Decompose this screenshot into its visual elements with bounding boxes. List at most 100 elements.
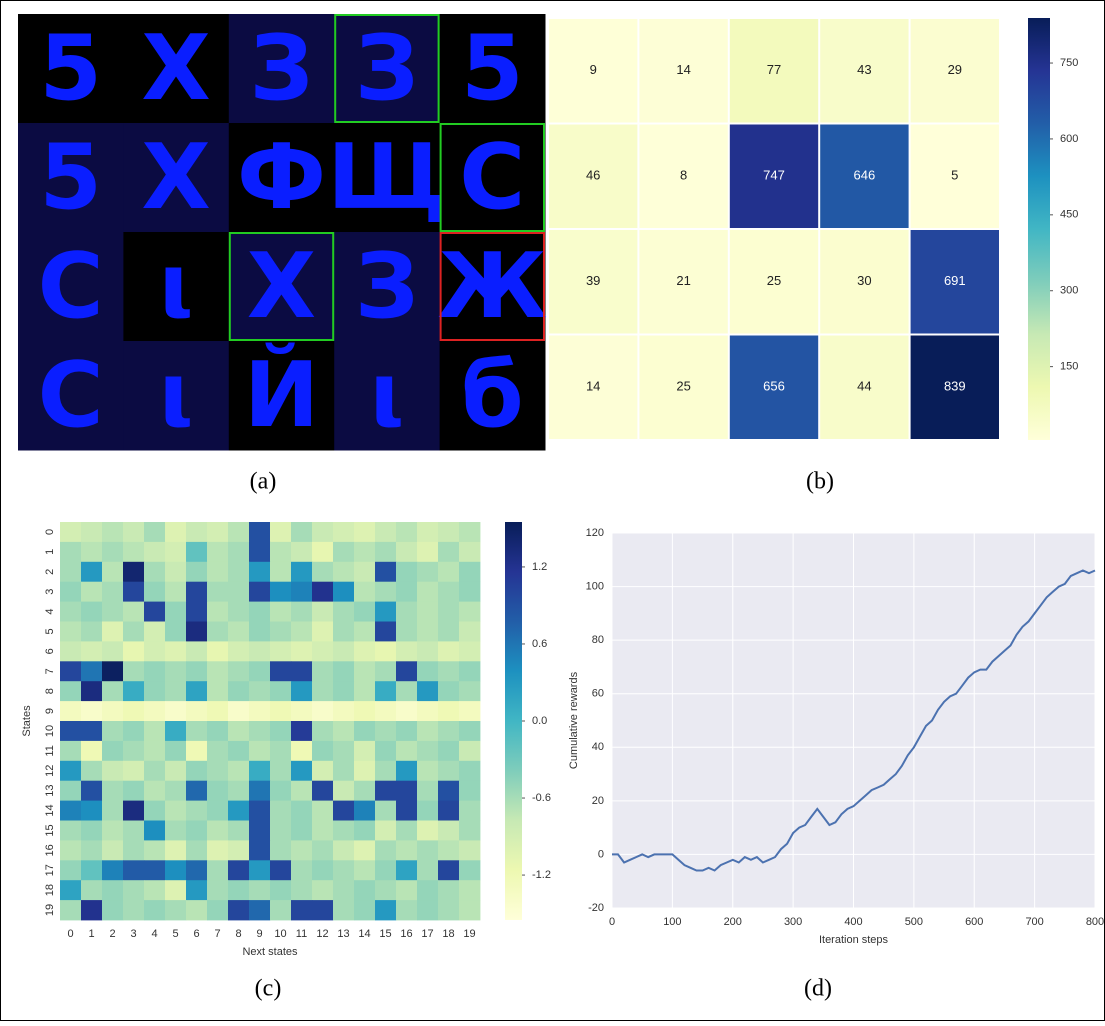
panel-label: (a) — [250, 469, 277, 495]
heat-cell — [417, 801, 438, 821]
heat-cell — [228, 681, 249, 701]
heat-cell — [165, 821, 186, 841]
heat-cell — [438, 821, 459, 841]
glyph: X — [141, 125, 210, 230]
glyph: З — [355, 234, 419, 339]
heat-cell — [144, 840, 165, 860]
cell-label: 29 — [948, 62, 962, 77]
heat-cell — [417, 880, 438, 900]
glyph: б — [461, 343, 524, 448]
heat-cell — [396, 522, 417, 542]
x-tick-label: 700 — [1025, 916, 1043, 928]
heat-cell — [228, 661, 249, 681]
heat-cell — [417, 542, 438, 562]
heat-cell — [354, 721, 375, 741]
x-tick-label: 12 — [316, 928, 328, 940]
x-tick-label: 10 — [274, 928, 286, 940]
heat-cell — [123, 562, 144, 582]
heat-cell — [417, 840, 438, 860]
heat-cell — [102, 602, 123, 622]
heat-cell — [459, 542, 480, 562]
heat-cell — [165, 761, 186, 781]
heat-cell — [81, 880, 102, 900]
heat-cell — [354, 641, 375, 661]
heat-cell — [207, 801, 228, 821]
heat-cell — [333, 860, 354, 880]
x-tick-label: 100 — [663, 916, 681, 928]
heat-cell — [291, 781, 312, 801]
heat-cell — [123, 582, 144, 602]
heat-cell — [459, 781, 480, 801]
heat-cell — [270, 840, 291, 860]
x-tick-label: 17 — [421, 928, 433, 940]
heat-cell — [249, 761, 270, 781]
heat-cell — [417, 681, 438, 701]
y-tick-label: 13 — [44, 785, 56, 797]
colorbar-tick-label: 300 — [1060, 285, 1078, 297]
heat-cell — [207, 821, 228, 841]
heat-cell — [417, 641, 438, 661]
heat-cell — [165, 860, 186, 880]
heat-cell — [228, 900, 249, 920]
heat-cell — [165, 602, 186, 622]
heat-cell — [102, 900, 123, 920]
colorbar-tick-label: 0.0 — [532, 715, 547, 727]
heat-cell — [291, 522, 312, 542]
glyph: ι — [369, 343, 404, 448]
heat-cell — [186, 840, 207, 860]
heat-cell — [249, 801, 270, 821]
heat-cell — [312, 562, 333, 582]
heat-cell — [333, 840, 354, 860]
heat-cell — [228, 761, 249, 781]
heat-cell — [81, 860, 102, 880]
glyph: X — [141, 16, 210, 121]
colorbar-tick-label: 150 — [1060, 361, 1078, 373]
cell-label: 14 — [586, 379, 600, 394]
glyph: X — [247, 234, 316, 339]
heat-cell — [207, 522, 228, 542]
heat-cell — [291, 562, 312, 582]
x-tick-label: 4 — [151, 928, 157, 940]
heat-cell — [270, 721, 291, 741]
heat-cell — [270, 781, 291, 801]
heat-cell — [249, 781, 270, 801]
heat-cell — [396, 761, 417, 781]
heat-cell — [102, 661, 123, 681]
heat-cell — [270, 562, 291, 582]
heat-cell — [375, 522, 396, 542]
heat-cell — [459, 741, 480, 761]
cell-label: 691 — [944, 273, 966, 288]
heat-cell — [354, 681, 375, 701]
heat-cell — [459, 602, 480, 622]
heat-cell — [396, 821, 417, 841]
y-tick-label: 40 — [592, 741, 604, 753]
heat-cell — [270, 661, 291, 681]
panel-label: (d) — [804, 976, 832, 1002]
heat-cell — [249, 721, 270, 741]
heat-cell — [207, 741, 228, 761]
heat-cell — [186, 900, 207, 920]
heat-cell — [438, 582, 459, 602]
panel-label: (c) — [255, 976, 282, 1002]
heat-cell — [228, 562, 249, 582]
heat-cell — [186, 741, 207, 761]
heat-cell — [228, 522, 249, 542]
heat-cell — [333, 622, 354, 642]
colorbar-tick-label: 0.6 — [532, 638, 547, 650]
heat-cell — [438, 562, 459, 582]
y-tick-label: 4 — [44, 608, 56, 614]
y-tick-label: 10 — [44, 725, 56, 737]
heat-cell — [312, 840, 333, 860]
heat-cell — [396, 542, 417, 562]
heat-cell — [249, 860, 270, 880]
heat-cell — [333, 801, 354, 821]
heat-cell — [186, 542, 207, 562]
heat-cell — [270, 542, 291, 562]
heat-cell — [60, 880, 81, 900]
heat-cell — [270, 582, 291, 602]
glyph: Ф — [237, 125, 326, 230]
heat-cell — [417, 821, 438, 841]
heat-cell — [81, 522, 102, 542]
heat-cell — [375, 681, 396, 701]
heat-cell — [186, 781, 207, 801]
